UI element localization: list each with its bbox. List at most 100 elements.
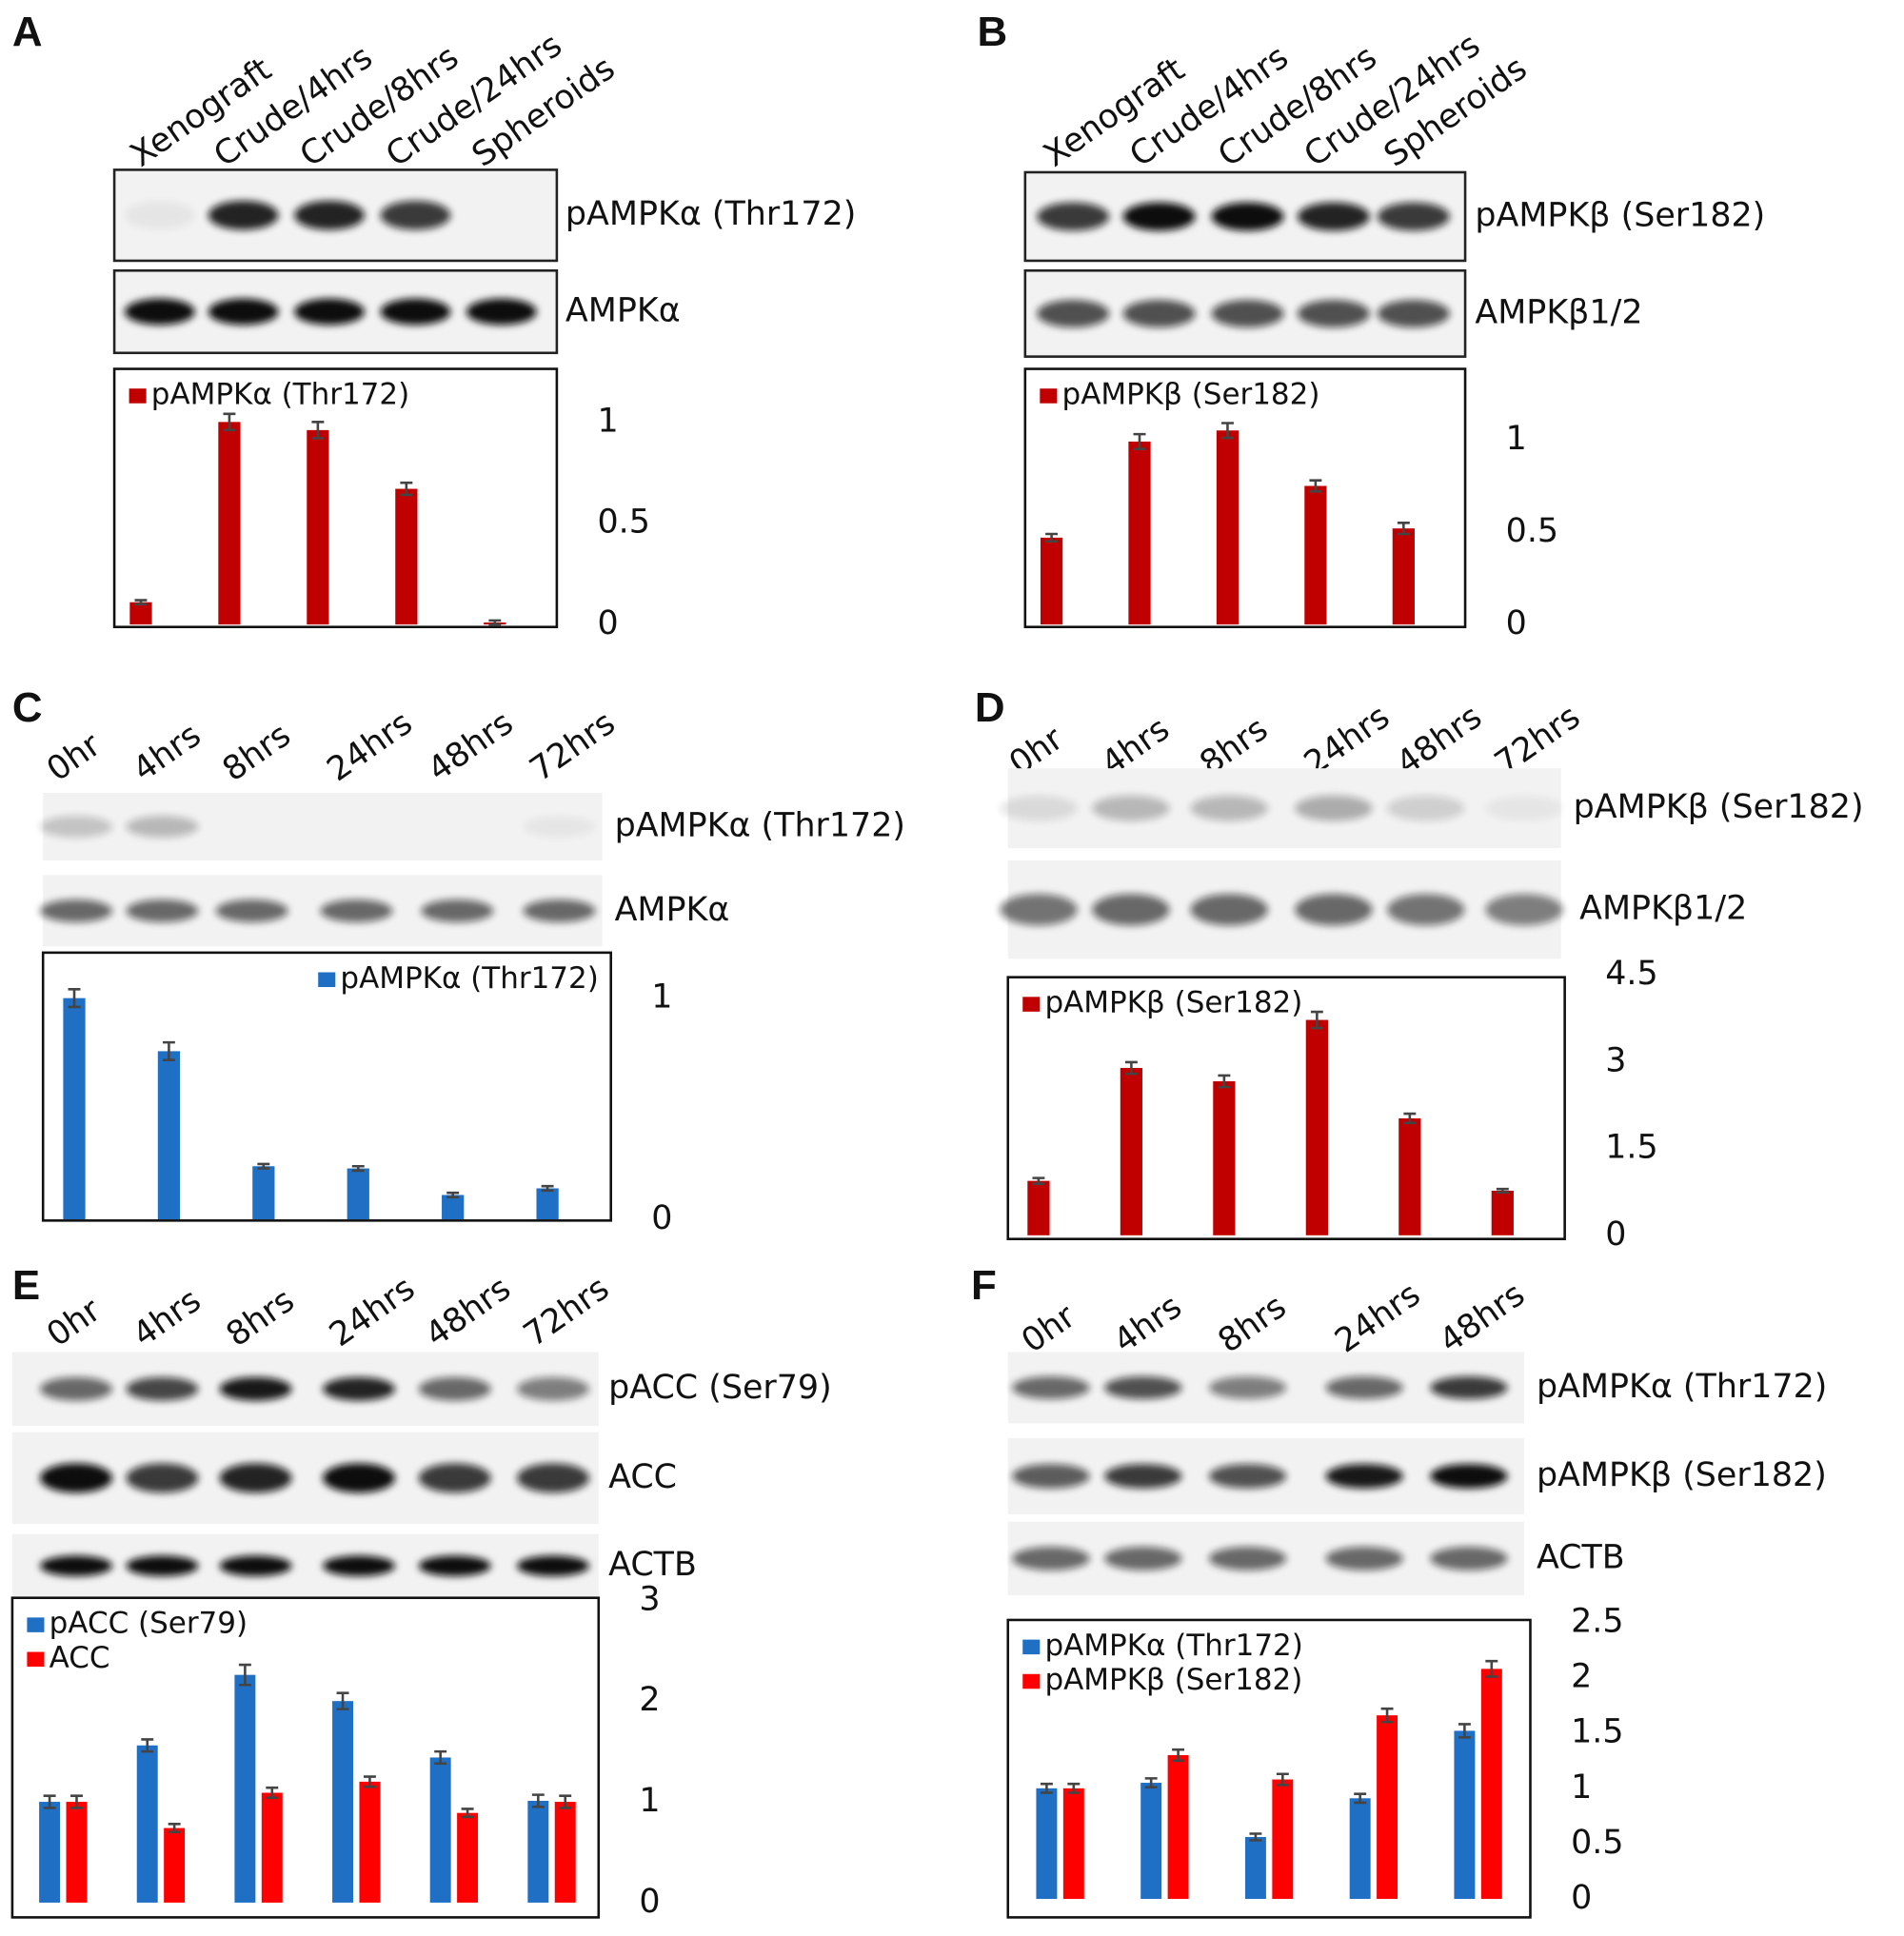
bar: [66, 1802, 88, 1903]
y-tick-label: 2: [639, 1681, 660, 1719]
error-bar: [488, 619, 502, 626]
error-bar: [1309, 479, 1322, 493]
bar: [1349, 1798, 1371, 1900]
lane-label: 0hr: [40, 725, 108, 789]
band: [219, 1376, 292, 1401]
legend-label: pAMPKα (Thr172): [151, 377, 409, 411]
band: [215, 899, 288, 922]
band: [380, 298, 451, 326]
y-tick-label: 0: [1506, 604, 1527, 642]
bar: [234, 1674, 256, 1903]
bar: [1140, 1783, 1162, 1900]
lane-label: 24hrs: [1328, 1275, 1427, 1361]
band: [219, 1463, 292, 1493]
blot-label: pACC (Ser79): [608, 1369, 832, 1407]
lane-label: 72hrs: [524, 704, 623, 790]
band: [124, 298, 195, 326]
band: [1211, 202, 1284, 231]
error-bar: [1045, 532, 1059, 543]
bar: [39, 1802, 61, 1903]
band: [1037, 202, 1110, 231]
error-bar: [1403, 1112, 1417, 1125]
band: [1295, 795, 1373, 821]
band: [1387, 894, 1465, 926]
legend-swatch: [1022, 1673, 1041, 1689]
band: [1092, 894, 1170, 926]
band: [1430, 1547, 1508, 1571]
band: [1104, 1547, 1182, 1571]
error-bar: [68, 988, 81, 1009]
bar: [307, 429, 329, 625]
band: [1190, 795, 1268, 821]
lane-label: 24hrs: [321, 704, 420, 790]
legend-swatch: [129, 388, 147, 404]
band: [323, 1555, 395, 1576]
band: [1485, 795, 1563, 821]
legend-label: pAMPKβ (Ser182): [1044, 986, 1302, 1020]
y-tick-label: 0: [651, 1199, 672, 1237]
band: [323, 1463, 395, 1493]
legend-swatch: [1022, 997, 1041, 1012]
band: [294, 200, 365, 230]
plot-frame: [112, 367, 559, 628]
bar: [554, 1802, 576, 1903]
lane-label: 8hrs: [1212, 1288, 1294, 1361]
error-bar: [1380, 1707, 1394, 1724]
band: [40, 1376, 113, 1401]
blot-label: pAMPKα (Thr172): [615, 807, 905, 845]
y-tick-label: 1.5: [1605, 1129, 1657, 1167]
lane-label: 48hrs: [1433, 1275, 1532, 1361]
error-bar: [266, 1786, 279, 1800]
error-bar: [70, 1794, 83, 1809]
y-tick-label: 1: [598, 402, 619, 440]
legend-swatch: [27, 1651, 45, 1668]
legend-label: pAMPKβ (Ser182): [1044, 1663, 1302, 1697]
blot-label: pAMPKα (Thr172): [1537, 1368, 1827, 1406]
error-bar: [168, 1823, 181, 1834]
y-tick-label: 1: [1571, 1768, 1592, 1807]
legend-swatch: [1022, 1639, 1041, 1655]
y-tick-label: 2: [1571, 1658, 1592, 1696]
legend-swatch: [318, 972, 336, 988]
legend-label: pAMPKα (Thr172): [340, 961, 598, 996]
plot-frame: [41, 951, 612, 1222]
bar: [261, 1792, 283, 1903]
y-tick-label: 2.5: [1571, 1603, 1623, 1641]
blot: [1007, 860, 1561, 959]
lane-label: 4hrs: [127, 1281, 208, 1354]
band: [1012, 1375, 1090, 1399]
error-bar: [446, 1191, 460, 1199]
band: [1387, 795, 1465, 821]
error-bar: [1496, 1187, 1509, 1195]
lane-label: 24hrs: [323, 1270, 422, 1355]
y-tick-label: 4.5: [1605, 955, 1657, 993]
panel-letter: D: [975, 684, 1005, 731]
error-bar: [1397, 522, 1410, 536]
band: [294, 298, 365, 326]
legend-label: ACC: [50, 1641, 110, 1675]
band: [219, 1555, 292, 1576]
band: [126, 816, 199, 838]
error-bar: [1276, 1772, 1289, 1787]
bar: [1454, 1730, 1476, 1900]
band: [421, 899, 494, 922]
legend-swatch: [1040, 388, 1058, 404]
band: [1122, 299, 1196, 327]
legend-label: pAMPKβ (Ser182): [1062, 377, 1320, 411]
error-bar: [559, 1794, 572, 1809]
band: [40, 1463, 113, 1493]
band: [523, 899, 596, 922]
blot-label: ACTB: [608, 1546, 697, 1584]
error-bar: [1144, 1777, 1158, 1788]
bar: [1491, 1190, 1514, 1235]
bar: [164, 1827, 186, 1903]
bar: [1027, 1180, 1050, 1235]
lane-label: 4hrs: [127, 716, 208, 789]
band: [1485, 894, 1563, 926]
y-tick-label: 0: [1571, 1879, 1592, 1917]
bar: [1216, 430, 1240, 625]
error-bar: [134, 599, 148, 606]
bar: [1167, 1754, 1189, 1900]
band: [1325, 1464, 1403, 1489]
bar: [527, 1800, 549, 1903]
